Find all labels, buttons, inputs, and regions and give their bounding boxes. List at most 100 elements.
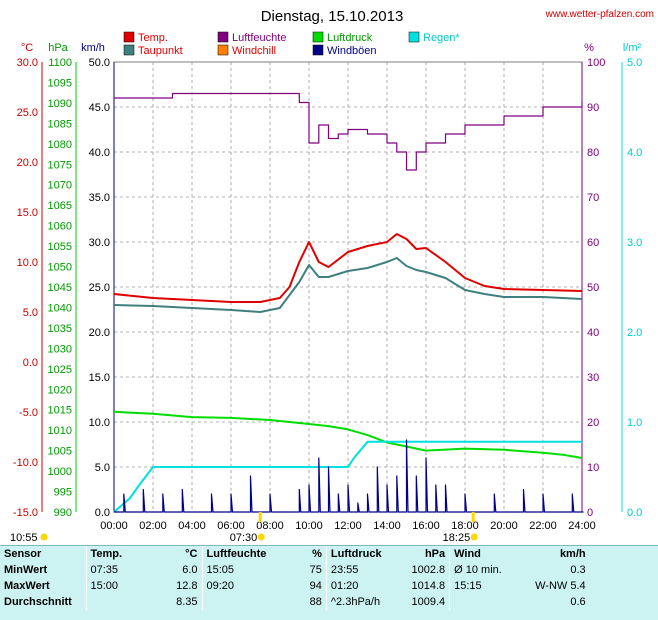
wind-tick-label: 10.0 bbox=[89, 417, 110, 429]
stats-pressure-time: ^2.3hPa/h bbox=[325, 594, 386, 610]
site-link[interactable]: www.wetter-pfalzen.com bbox=[545, 9, 654, 20]
rain-tick-label: 0.0 bbox=[627, 507, 642, 519]
stats-panel: Sensor Temp. °C Luftfeuchte % Luftdruck … bbox=[0, 545, 658, 620]
pressure-tick-label: 1010 bbox=[48, 425, 72, 437]
stats-row-label: MaxWert bbox=[4, 580, 50, 592]
stats-header-temp-unit: °C bbox=[185, 548, 198, 560]
pressure-tick-label: 1040 bbox=[48, 302, 72, 314]
pressure-tick-label: 1000 bbox=[48, 466, 72, 478]
pressure-tick-label: 1065 bbox=[48, 200, 72, 212]
time-tick-label: 16:00 bbox=[412, 520, 440, 532]
legend-label-windgusts: Windböen bbox=[327, 45, 377, 57]
time-tick-label: 08:00 bbox=[256, 520, 284, 532]
pressure-tick-label: 990 bbox=[54, 507, 72, 519]
daylight-sun-icon bbox=[40, 533, 48, 541]
sunset-sun-icon bbox=[470, 533, 478, 541]
time-tick-label: 06:00 bbox=[217, 520, 245, 532]
legend-swatch-dewpoint bbox=[123, 44, 135, 56]
stats-table: Sensor Temp. °C Luftfeuchte % Luftdruck … bbox=[0, 546, 590, 610]
pressure-tick-label: 1060 bbox=[48, 221, 72, 233]
temp-tick-label: 15.0 bbox=[17, 207, 38, 219]
pressure-tick-label: 1100 bbox=[48, 57, 72, 69]
humidity-unit-label: % bbox=[584, 42, 594, 54]
legend-label-humidity: Luftfeuchte bbox=[232, 32, 286, 44]
series-line-regen bbox=[113, 440, 582, 513]
series-line-luftdruck bbox=[113, 410, 583, 459]
stats-header-sensor: Sensor bbox=[4, 548, 42, 560]
time-tick-label: 12:00 bbox=[334, 520, 362, 532]
stats-temp-time: 15:00 bbox=[85, 578, 144, 594]
pressure-tick-label: 1075 bbox=[48, 159, 72, 171]
legend-swatch-rain bbox=[408, 31, 420, 43]
stats-pressure-value: 1014.8 bbox=[411, 580, 446, 592]
humidity-tick-label: 70 bbox=[587, 192, 599, 204]
pressure-unit-label: hPa bbox=[48, 42, 68, 54]
stats-humidity-time: 15:05 bbox=[201, 562, 271, 578]
wind-tick-label: 5.0 bbox=[95, 462, 110, 474]
temp-tick-label: 0.0 bbox=[23, 357, 38, 369]
stats-temp-time: 07:35 bbox=[85, 562, 144, 578]
pressure-tick-label: 1015 bbox=[48, 405, 72, 417]
humidity-tick-label: 20 bbox=[587, 417, 599, 429]
stats-wind-label bbox=[449, 594, 520, 610]
pressure-tick-label: 1080 bbox=[48, 139, 72, 151]
time-tick-label: 18:00 bbox=[451, 520, 479, 532]
stats-pressure-time: 23:55 bbox=[325, 562, 386, 578]
wind-unit-label: km/h bbox=[81, 42, 105, 54]
stats-wind-value: 0.3 bbox=[570, 564, 586, 576]
humidity-tick-label: 80 bbox=[587, 147, 599, 159]
rain-tick-label: 5.0 bbox=[627, 57, 642, 69]
sunrise-time-label: 07:30 bbox=[230, 532, 258, 544]
weather-chart: Dienstag, 15.10.2013 www.wetter-pfalzen.… bbox=[10, 8, 654, 544]
pressure-tick-label: 1020 bbox=[48, 384, 72, 396]
wind-tick-label: 20.0 bbox=[89, 327, 110, 339]
legend-label-temp: Temp. bbox=[138, 32, 168, 44]
pressure-tick-label: 1025 bbox=[48, 364, 72, 376]
series-line-taupunkt bbox=[113, 257, 583, 313]
rain-unit-label: l/m² bbox=[623, 42, 642, 54]
daylight-duration: 10:55 bbox=[10, 532, 38, 544]
stats-wind-value: W-NW 5.4 bbox=[535, 580, 586, 592]
humidity-tick-label: 100 bbox=[587, 57, 605, 69]
legend-swatch-pressure bbox=[312, 31, 324, 43]
temp-tick-label: 5.0 bbox=[23, 307, 38, 319]
stats-row-label: Durchschnitt bbox=[4, 596, 72, 608]
axis-ticks: 30.0 25.0 20.0 15.0 10.0 5.0 0.0 -5.0 -10.0 -15.0… bbox=[13, 57, 642, 532]
humidity-tick-label: 50 bbox=[587, 282, 599, 294]
stats-wind-label: 15:15 bbox=[449, 578, 520, 594]
time-tick-label: 02:00 bbox=[139, 520, 167, 532]
series-line-windben bbox=[114, 439, 584, 513]
rain-tick-label: 3.0 bbox=[627, 237, 642, 249]
pressure-tick-label: 1030 bbox=[48, 343, 72, 355]
chart-title: Dienstag, 15.10.2013 bbox=[261, 8, 404, 25]
rain-tick-label: 4.0 bbox=[627, 147, 642, 159]
stats-row-average: Durchschnitt 8.35 88 ^2.3hPa/h 1009.4 0.… bbox=[0, 594, 590, 610]
stats-row-min: MinWert 07:35 6.0 15:05 75 23:55 1002.8 … bbox=[0, 562, 590, 578]
stats-header-pressure: Luftdruck bbox=[325, 546, 386, 562]
wind-tick-label: 35.0 bbox=[89, 192, 110, 204]
rain-tick-label: 2.0 bbox=[627, 327, 642, 339]
legend-swatch-humidity bbox=[217, 31, 229, 43]
temp-tick-label: 30.0 bbox=[17, 57, 38, 69]
stats-humidity-time: 09:20 bbox=[201, 578, 271, 594]
pressure-tick-label: 1085 bbox=[48, 118, 72, 130]
legend-label-windchill: Windchill bbox=[232, 45, 276, 57]
stats-humidity-value: 75 bbox=[309, 564, 322, 576]
pressure-tick-label: 1050 bbox=[48, 262, 72, 274]
stats-header-wind-unit: km/h bbox=[559, 548, 586, 560]
sunrise-sun-icon bbox=[257, 533, 265, 541]
stats-header-humidity-unit: % bbox=[312, 548, 322, 560]
stats-temp-value: 6.0 bbox=[182, 564, 198, 576]
wind-tick-label: 15.0 bbox=[89, 372, 110, 384]
stats-temp-time bbox=[85, 594, 144, 610]
legend-swatch-windchill bbox=[217, 44, 229, 56]
temp-tick-label: 25.0 bbox=[17, 107, 38, 119]
sun-markers: 07:30 18:25 bbox=[230, 512, 478, 544]
stats-header-temp: Temp. bbox=[85, 546, 144, 562]
stats-row-label: MinWert bbox=[4, 564, 48, 576]
stats-humidity-value: 94 bbox=[309, 580, 322, 592]
temp-tick-label: 10.0 bbox=[17, 257, 38, 269]
stats-header-humidity: Luftfeuchte bbox=[201, 546, 271, 562]
wind-tick-label: 30.0 bbox=[89, 237, 110, 249]
stats-header-pressure-unit: hPa bbox=[424, 548, 446, 560]
